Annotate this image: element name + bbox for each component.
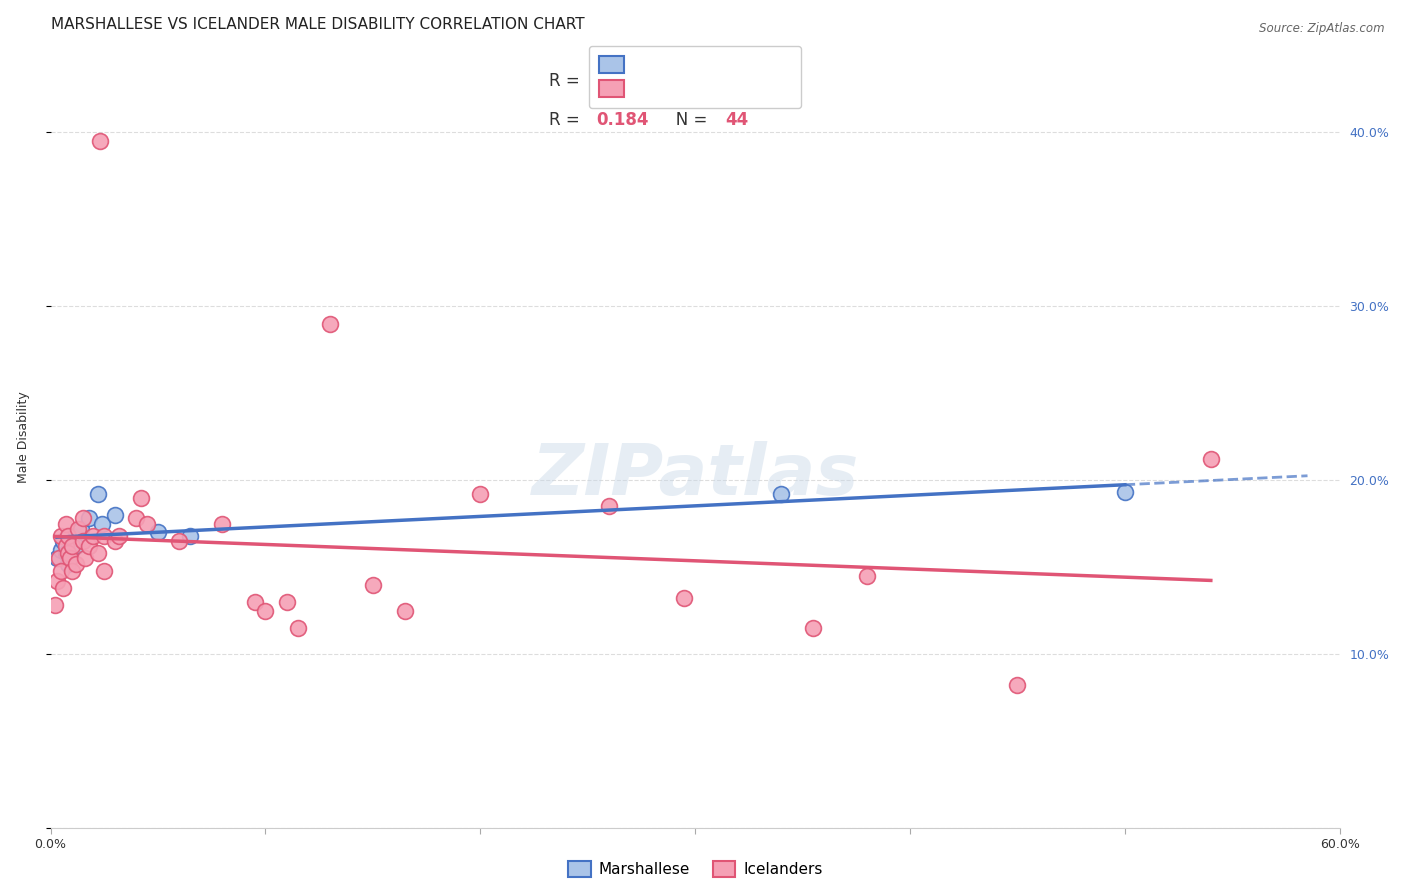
- Text: MARSHALLESE VS ICELANDER MALE DISABILITY CORRELATION CHART: MARSHALLESE VS ICELANDER MALE DISABILITY…: [51, 17, 583, 32]
- Point: [46, 574, 69, 588]
- Point: [287, 621, 309, 635]
- Point: [1114, 485, 1136, 500]
- Text: 0.184: 0.184: [596, 111, 648, 128]
- Point: [104, 534, 127, 549]
- Point: [55, 539, 77, 553]
- Point: [48, 551, 70, 566]
- Text: Source: ZipAtlas.com: Source: ZipAtlas.com: [1260, 22, 1385, 36]
- Point: [59, 551, 82, 566]
- Point: [77, 511, 100, 525]
- Point: [73, 551, 96, 566]
- Point: [60, 529, 83, 543]
- Point: [136, 516, 159, 531]
- Y-axis label: Male Disability: Male Disability: [17, 391, 30, 483]
- Point: [44, 599, 66, 613]
- Point: [67, 522, 90, 536]
- Text: 0.431: 0.431: [596, 71, 648, 89]
- Text: N =: N =: [661, 111, 713, 128]
- Point: [60, 564, 83, 578]
- Text: 44: 44: [724, 111, 748, 128]
- Point: [60, 539, 83, 553]
- Point: [65, 539, 87, 553]
- Point: [108, 529, 131, 543]
- Point: [56, 557, 79, 571]
- Text: R =: R =: [550, 71, 585, 89]
- Point: [56, 529, 79, 543]
- Legend: Marshallese, Icelanders: Marshallese, Icelanders: [561, 855, 828, 883]
- Point: [104, 508, 127, 522]
- Point: [770, 487, 793, 501]
- Point: [65, 557, 87, 571]
- Point: [211, 516, 233, 531]
- Point: [91, 516, 114, 531]
- Point: [179, 529, 201, 543]
- Point: [52, 581, 75, 595]
- Point: [69, 522, 91, 536]
- Point: [243, 595, 266, 609]
- Point: [169, 534, 191, 549]
- Point: [801, 621, 824, 635]
- Point: [1007, 678, 1029, 692]
- Point: [51, 529, 73, 543]
- Point: [598, 500, 620, 514]
- Point: [51, 564, 73, 578]
- Point: [55, 516, 77, 531]
- Point: [93, 529, 115, 543]
- Point: [361, 577, 384, 591]
- Point: [56, 546, 79, 560]
- Point: [394, 604, 416, 618]
- Point: [470, 487, 492, 501]
- Point: [55, 546, 77, 560]
- Point: [52, 534, 75, 549]
- Point: [125, 511, 148, 525]
- Point: [77, 539, 100, 553]
- Text: N =: N =: [661, 71, 713, 89]
- Point: [46, 551, 69, 566]
- Point: [319, 317, 342, 331]
- Point: [276, 595, 298, 609]
- Point: [254, 604, 277, 618]
- Point: [856, 569, 879, 583]
- Text: 16: 16: [724, 71, 748, 89]
- Point: [89, 134, 111, 148]
- Text: ZIPatlas: ZIPatlas: [531, 442, 859, 510]
- Point: [146, 525, 169, 540]
- Point: [87, 487, 110, 501]
- Point: [93, 564, 115, 578]
- Point: [1199, 452, 1222, 467]
- Point: [72, 534, 94, 549]
- Point: [673, 591, 696, 606]
- Point: [129, 491, 152, 505]
- Point: [87, 546, 110, 560]
- Point: [72, 511, 94, 525]
- Point: [82, 529, 104, 543]
- Text: R =: R =: [550, 111, 585, 128]
- Point: [51, 542, 73, 557]
